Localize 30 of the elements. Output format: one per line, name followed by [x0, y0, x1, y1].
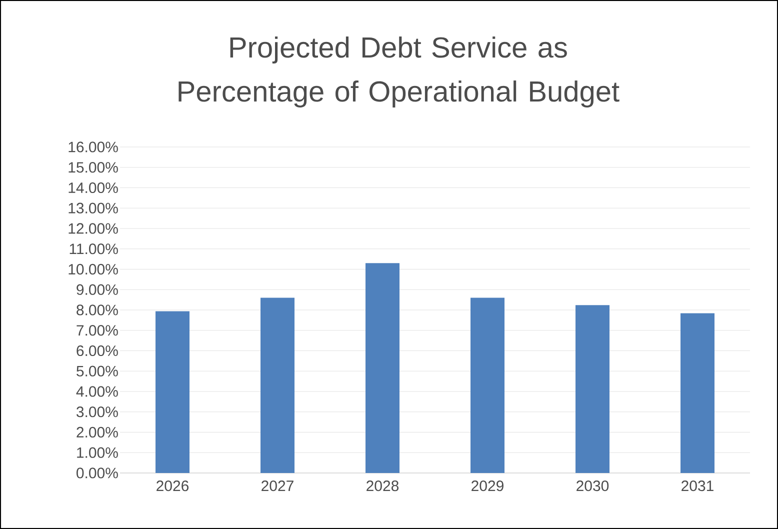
bar	[366, 263, 400, 473]
y-tick-label: 16.00%	[68, 142, 118, 152]
x-tick-label: 2029	[472, 480, 504, 492]
x-tick-label: 2028	[366, 480, 399, 492]
x-tick-label: 2027	[262, 480, 294, 492]
y-tick-label: 6.00%	[76, 345, 118, 356]
y-tick-label: 13.00%	[68, 202, 118, 214]
y-tick-label: 2.00%	[76, 426, 118, 438]
bar	[260, 298, 295, 473]
y-tick-label: 8.00%	[76, 304, 118, 316]
y-tick-label: 7.00%	[76, 325, 118, 336]
x-tick-label: 2026	[156, 480, 189, 492]
chart-title: Projected Debt Service as Percentage of Operational Budget	[178, 36, 620, 108]
bar	[470, 298, 504, 473]
x-tick-label: 2031	[682, 480, 714, 492]
y-tick-label: 0.00%	[76, 468, 118, 478]
y-tick-label: 15.00%	[68, 162, 118, 173]
y-tick-label: 5.00%	[76, 366, 118, 376]
y-tick-label: 9.00%	[76, 284, 118, 295]
y-tick-label: 4.00%	[76, 386, 118, 397]
y-tick-label: 1.00%	[77, 447, 118, 458]
x-tick-label: 2030	[576, 480, 609, 492]
y-tick-label: 12.00%	[68, 223, 118, 234]
y-tick-label: 3.00%	[76, 406, 118, 418]
y-tick-label: 10.00%	[68, 264, 118, 275]
y-tick-label: 14.00%	[68, 182, 118, 194]
bar	[680, 313, 714, 473]
y-tick-label: 11.00%	[70, 244, 118, 254]
bar	[576, 305, 610, 473]
bar	[156, 311, 190, 473]
